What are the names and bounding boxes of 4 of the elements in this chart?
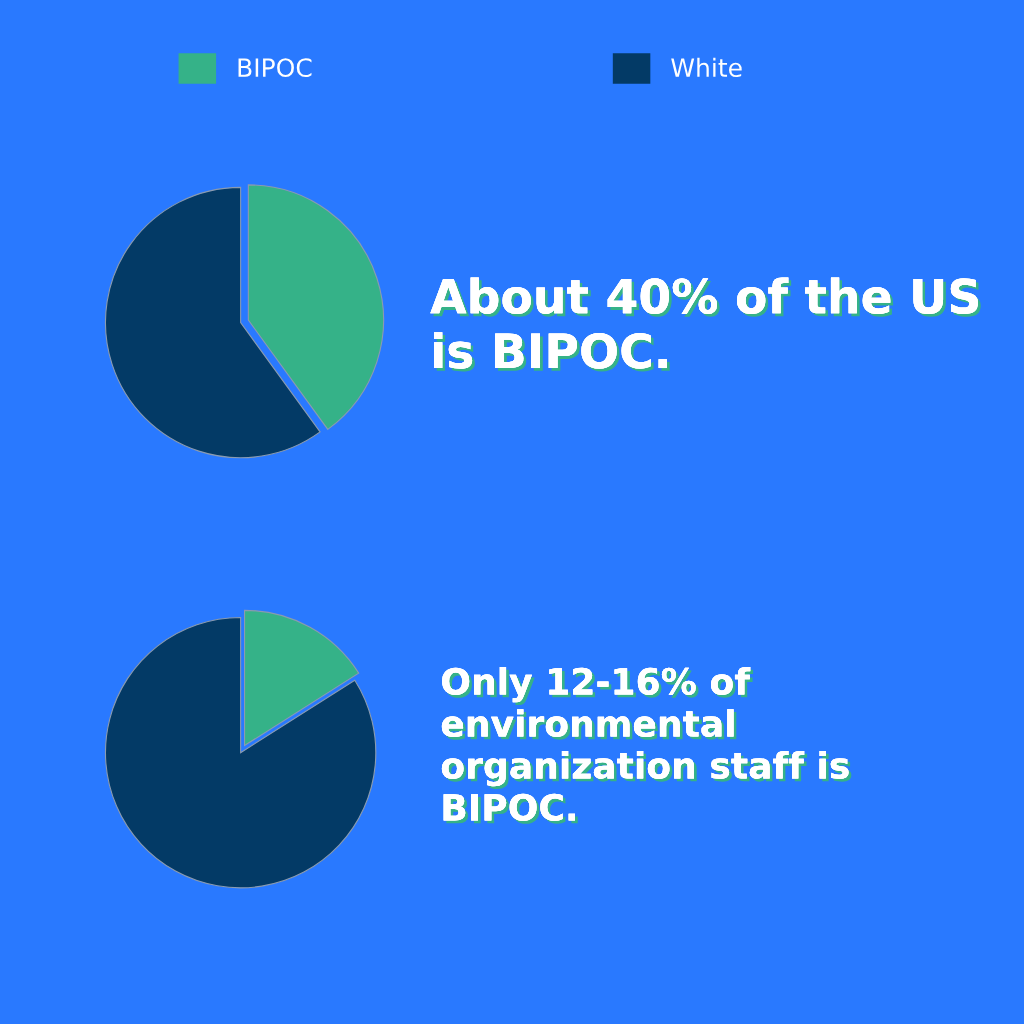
- text: Only 12-16% of environmental organization staff is BIPOC.: [441, 667, 852, 824]
- legend-label: BIPOC: [238, 58, 312, 78]
- legend-label: White: [671, 57, 742, 78]
- text: About 40% of the US is BIPOC.: [430, 277, 981, 372]
